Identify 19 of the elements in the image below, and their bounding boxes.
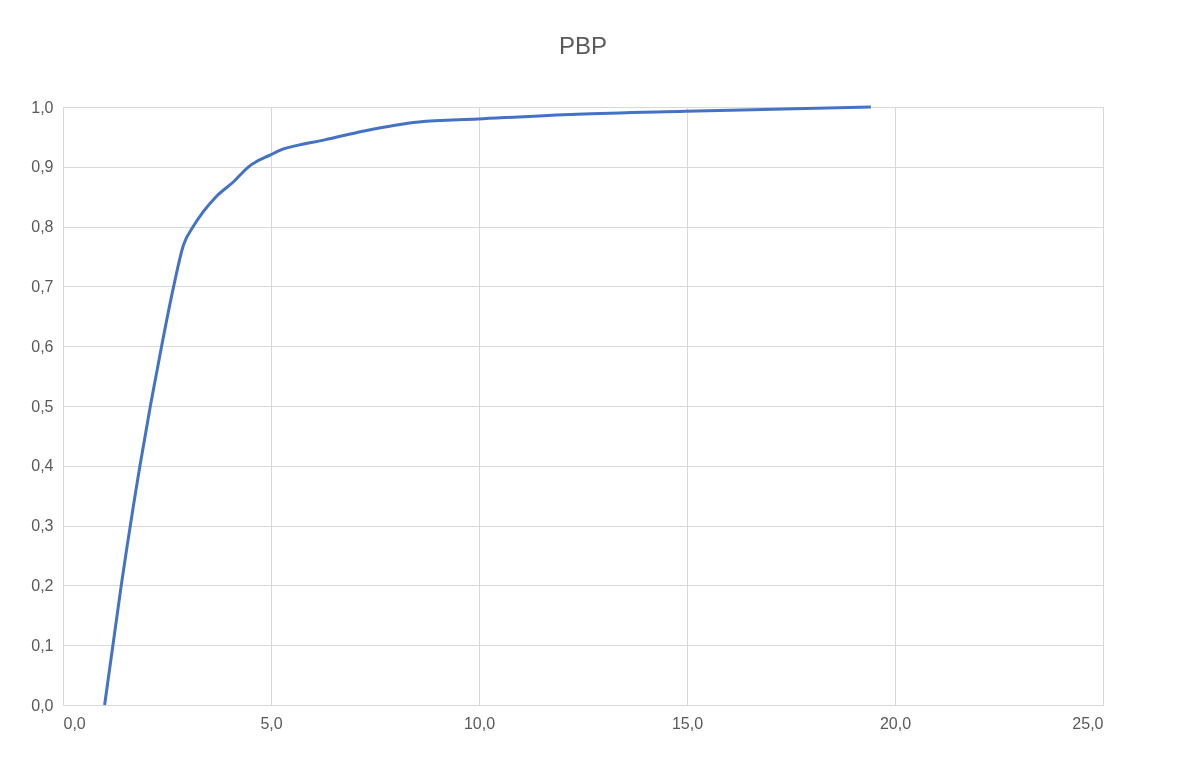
y-tick-label: 0,8 — [31, 218, 54, 236]
y-tick-label: 0,4 — [31, 457, 54, 475]
x-tick-label: 25,0 — [1072, 714, 1104, 732]
y-tick-label: 0,2 — [31, 576, 54, 594]
x-tick-label: 10,0 — [463, 714, 496, 732]
y-tick-label: 0,5 — [31, 397, 54, 415]
y-tick-label: 0,9 — [31, 158, 54, 176]
y-tick-label: 0,6 — [31, 337, 54, 355]
x-tick-label: 15,0 — [671, 714, 704, 732]
y-tick-label: 0,0 — [31, 696, 54, 714]
line-series — [103, 105, 873, 707]
y-tick-label: 0,7 — [31, 277, 54, 295]
y-tick-label: 0,3 — [31, 517, 54, 535]
x-tick-label: 0,0 — [63, 714, 86, 732]
chart-title: PBP — [558, 32, 608, 59]
x-tick-label: 5,0 — [260, 714, 283, 732]
y-tick-label: 1,0 — [31, 98, 54, 116]
x-tick-label: 20,0 — [879, 714, 912, 732]
y-tick-label: 0,1 — [31, 636, 54, 654]
